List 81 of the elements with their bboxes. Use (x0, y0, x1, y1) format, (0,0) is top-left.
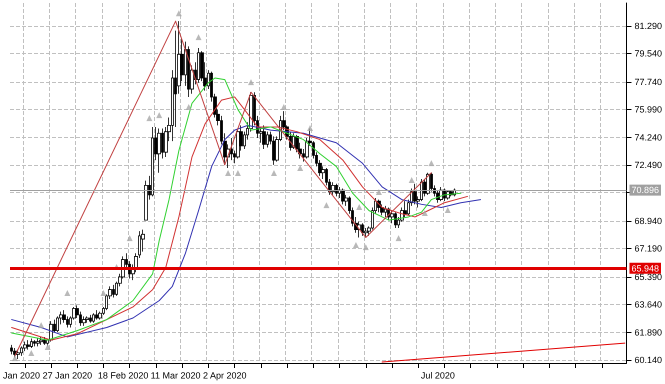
point (100, 290, 106, 296)
point (196, 34, 202, 40)
candlestick (413, 183, 417, 205)
candlestick (403, 200, 407, 218)
candlestick (384, 205, 387, 218)
y-tick-label: 60.140 (634, 355, 662, 365)
candlestick (95, 310, 99, 320)
candlestick (151, 126, 154, 197)
point (307, 125, 314, 132)
x-tick-label: 2 Apr 2020 (203, 370, 247, 380)
point (146, 115, 152, 122)
x-tick-label: 18 Feb 2020 (98, 370, 148, 380)
candlestick (16, 349, 20, 360)
candlestick (36, 338, 40, 347)
point (422, 210, 428, 216)
candlestick (394, 212, 397, 228)
point (376, 189, 382, 195)
point (176, 10, 182, 16)
candlestick (26, 340, 30, 350)
point (280, 104, 287, 110)
point (270, 170, 277, 176)
point (64, 290, 70, 296)
candlestick (112, 284, 115, 298)
candlestick (341, 188, 345, 205)
point (356, 204, 362, 210)
candlestick (89, 314, 92, 324)
candlestick (43, 336, 46, 346)
ref-line-label: 70.896 (631, 185, 660, 196)
point (297, 165, 304, 171)
candlestick (197, 48, 200, 84)
y-tick-label: 67.190 (634, 244, 662, 254)
candlestick (144, 180, 148, 221)
point (323, 202, 330, 208)
candlestick (85, 316, 89, 324)
y-tick-label: 65.390 (634, 272, 662, 282)
point (28, 350, 34, 356)
candlestick (430, 172, 433, 192)
point (248, 79, 254, 86)
point (396, 235, 402, 242)
point (352, 242, 359, 248)
y-tick-label: 81.290 (634, 21, 662, 32)
y-tick-label: 74.240 (634, 132, 662, 142)
point (38, 322, 44, 328)
point (408, 177, 415, 183)
y-tick-label: 61.890 (634, 327, 662, 338)
point (234, 170, 241, 176)
point (126, 235, 133, 242)
candlestick (33, 340, 36, 347)
candlestick (98, 311, 102, 320)
point (225, 170, 232, 176)
candlestick (62, 310, 66, 324)
point (44, 344, 51, 350)
candlestick (23, 341, 27, 352)
candlestick (262, 124, 266, 150)
x-tick-label: 11 Mar 2020 (150, 370, 201, 380)
candlestick (10, 344, 13, 355)
y-tick-label: 75.990 (634, 104, 662, 115)
point (12, 355, 18, 362)
ref-line-label: 65.948 (631, 263, 660, 274)
point (428, 160, 434, 166)
candlestick (92, 312, 95, 324)
x-tick-label: Jul 2020 (420, 370, 455, 380)
x-tick-label: 27 Jan 2020 (42, 370, 92, 380)
candlestick (157, 128, 161, 174)
y-tick-label: 79.540 (634, 48, 662, 59)
candlestick (361, 222, 364, 236)
point (186, 104, 192, 110)
y-tick-label: 77.740 (634, 77, 662, 88)
y-tick-label: 72.490 (634, 160, 662, 170)
candlestick (390, 210, 394, 224)
candlestick (364, 228, 368, 238)
candlestick (30, 338, 33, 348)
candlestick (39, 336, 43, 346)
y-tick-label: 68.940 (634, 216, 662, 226)
x-tick-label: Jan 2020 (2, 370, 40, 380)
y-tick-label: 63.640 (634, 300, 662, 310)
line-series (11, 124, 482, 338)
candlestick (380, 204, 384, 216)
point (156, 112, 162, 118)
point (362, 244, 369, 250)
point (444, 207, 451, 213)
